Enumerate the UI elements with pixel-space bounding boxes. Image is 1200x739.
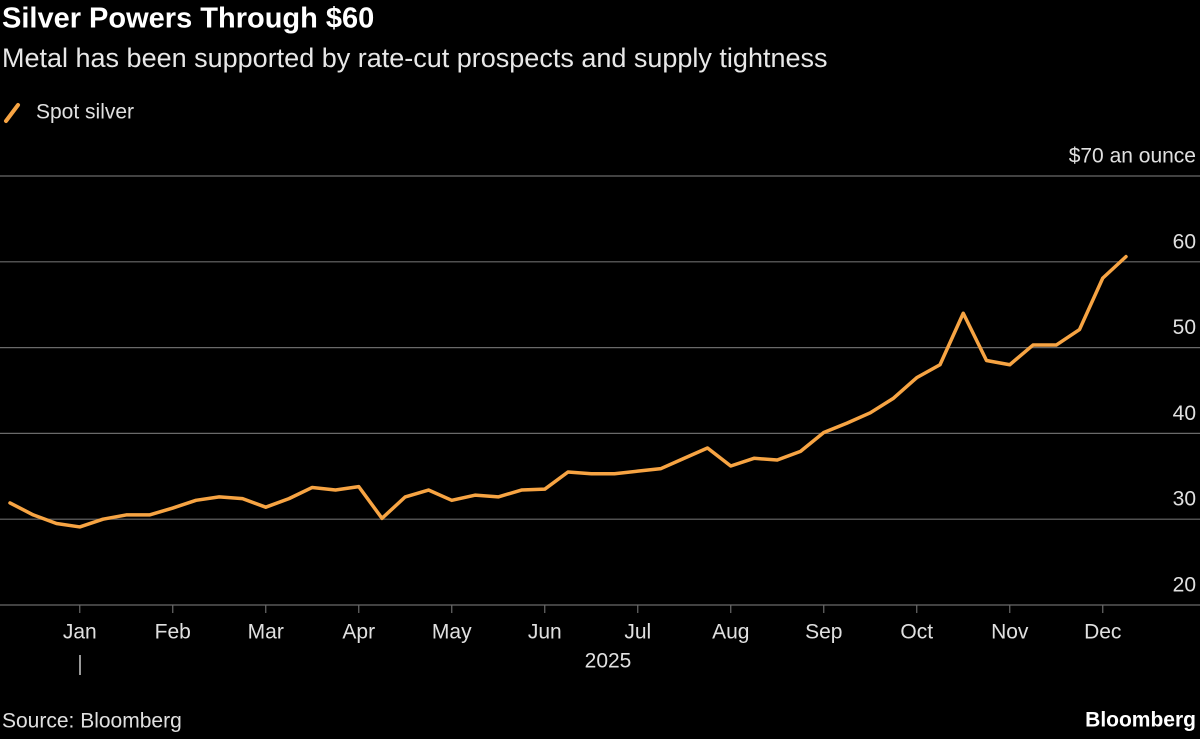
price-line (8, 254, 1128, 529)
legend-swatch (4, 103, 20, 123)
x-tick-label: Nov (991, 621, 1029, 644)
y-tick-label: 60 (1173, 230, 1196, 253)
x-tick-label: Sep (805, 621, 842, 644)
y-tick-label: 40 (1173, 402, 1196, 425)
x-tick-label: Jul (624, 621, 651, 644)
x-tick-label: Mar (248, 621, 284, 644)
x-tick-label: May (432, 621, 472, 644)
x-tick-label: Aug (712, 621, 749, 644)
x-tick-label: Oct (900, 621, 933, 644)
chart-subtitle: Metal has been supported by rate-cut pro… (2, 43, 828, 73)
y-tick-label: 50 (1173, 316, 1196, 339)
x-tick-label: Dec (1084, 621, 1121, 644)
x-tick-label: Jan (63, 621, 97, 644)
y-tick-label: 20 (1173, 574, 1196, 597)
x-tick-label: Jun (528, 621, 562, 644)
year-label: 2025 (585, 650, 632, 673)
x-tick-label: Feb (155, 621, 191, 644)
legend-label: Spot silver (36, 101, 134, 124)
y-tick-label: 30 (1173, 488, 1196, 511)
chart-title: Silver Powers Through $60 (2, 3, 374, 35)
source: Source: Bloomberg (2, 710, 182, 733)
y-tick-label: $70 an ounce (1069, 145, 1196, 168)
brand: Bloomberg (1085, 709, 1196, 732)
x-tick-label: Apr (342, 621, 375, 644)
